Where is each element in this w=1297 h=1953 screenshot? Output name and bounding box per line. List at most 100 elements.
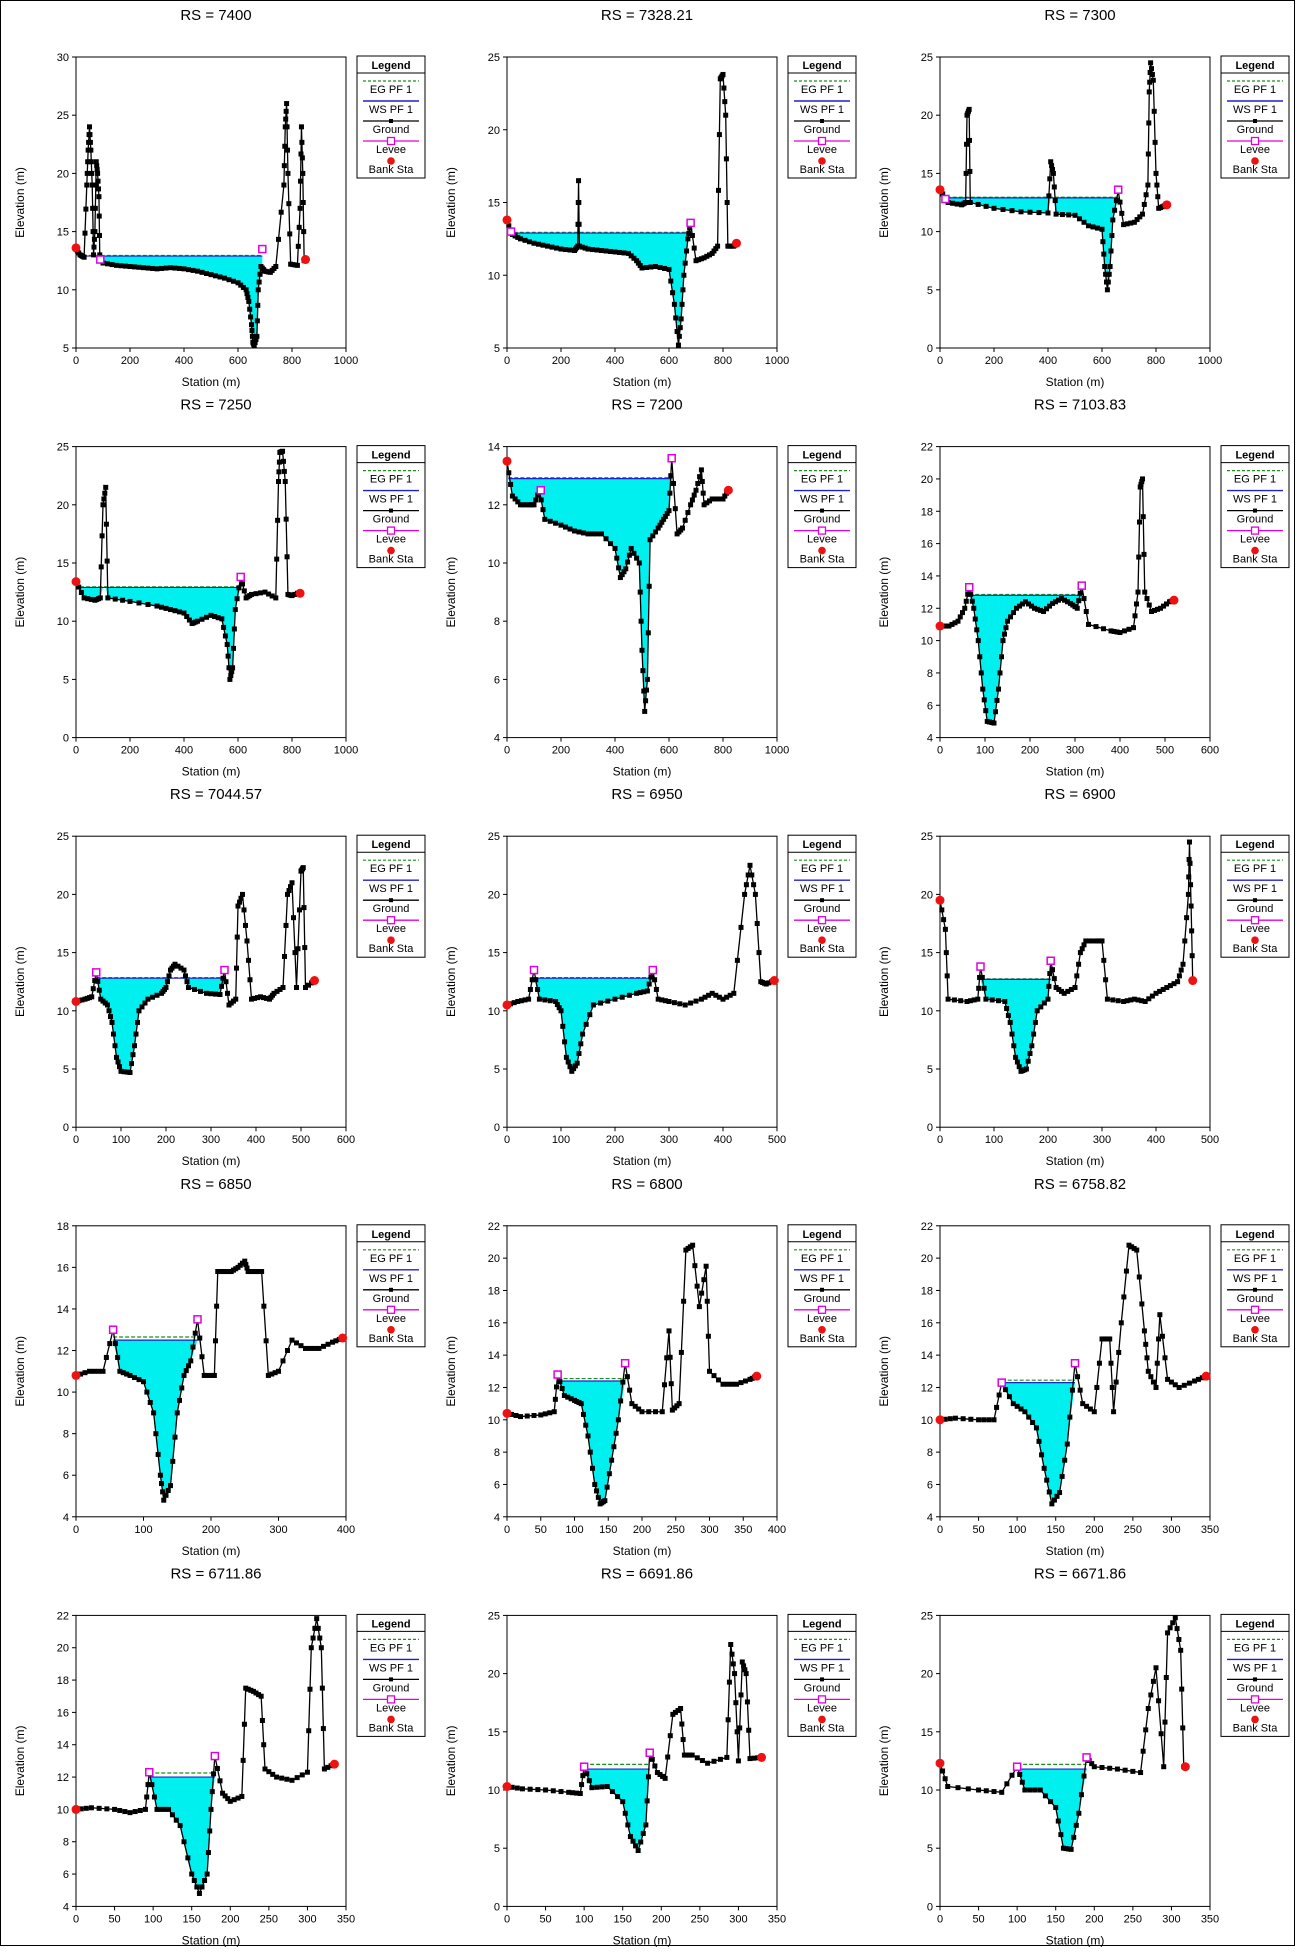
ground-point <box>1145 1368 1151 1374</box>
ground-point <box>975 638 981 644</box>
ground-point <box>645 630 651 636</box>
legend-title: Legend <box>371 1229 410 1241</box>
ground-point <box>186 1363 191 1369</box>
ground-point <box>684 248 690 254</box>
legend-item-label: Bank Sta <box>1233 554 1279 566</box>
ground-point <box>559 1386 565 1392</box>
ground-point <box>112 1806 118 1812</box>
ground-point <box>726 1679 732 1685</box>
ground-point <box>730 1661 736 1667</box>
ground-point <box>576 243 582 249</box>
ground-point <box>1121 222 1127 228</box>
ground-point <box>963 598 969 604</box>
y-tick-label: 20 <box>921 474 933 486</box>
x-tick-label: 500 <box>1201 1134 1219 1146</box>
ground-point <box>1128 997 1134 1003</box>
legend-item-label: Bank Sta <box>800 1722 846 1734</box>
ground-point <box>1158 1731 1164 1737</box>
ground-point <box>279 1775 285 1781</box>
ground-point <box>96 213 102 219</box>
ground-point <box>255 287 261 293</box>
ground-point <box>276 236 281 242</box>
ground-point <box>1149 609 1154 614</box>
ground-point <box>747 862 753 868</box>
x-tick-label: 100 <box>985 1134 1003 1146</box>
ground-point <box>1077 216 1082 222</box>
ground-point <box>115 1059 121 1065</box>
ground-point <box>1113 1379 1119 1385</box>
ground-point <box>237 899 242 905</box>
ground-point <box>558 246 564 252</box>
ground-point <box>1076 598 1082 604</box>
legend-item-label: EG PF 1 <box>1234 863 1276 875</box>
legend-item-label: WS PF 1 <box>369 1662 413 1674</box>
ground-point <box>1050 967 1055 973</box>
ground-point <box>713 496 719 502</box>
ground-point <box>243 287 249 293</box>
ground-point <box>1175 979 1181 985</box>
ground-point <box>127 264 133 270</box>
x-tick-label: 1000 <box>334 745 358 757</box>
ground-point <box>513 1412 519 1418</box>
ground-point <box>522 997 528 1003</box>
ground-point <box>1022 1409 1028 1415</box>
legend-swatch-levee-point <box>1250 526 1260 535</box>
y-tick-label: 20 <box>57 500 69 512</box>
ground-point <box>1136 554 1142 560</box>
y-tick-label: 5 <box>927 285 933 297</box>
ground-point <box>542 1411 548 1417</box>
ground-point <box>233 996 239 1002</box>
ground-point <box>255 302 261 308</box>
ground-point <box>141 1379 146 1385</box>
ground-point <box>172 1434 178 1440</box>
ground-point <box>644 264 649 270</box>
ground-point <box>76 584 82 590</box>
legend-item-label: EG PF 1 <box>370 1642 412 1654</box>
ground-point <box>581 1411 586 1417</box>
ground-point <box>1148 1692 1154 1698</box>
ground-point <box>221 624 227 630</box>
x-tick-label: 50 <box>539 1913 551 1925</box>
ground-point <box>1146 996 1152 1002</box>
ground-point <box>1141 1328 1147 1334</box>
ground-point <box>562 1039 568 1045</box>
ground-point <box>117 1064 122 1070</box>
ground-point <box>136 1008 142 1014</box>
ground-point <box>1093 624 1099 630</box>
ground-point <box>1162 1719 1168 1725</box>
y-tick-label: 14 <box>57 1304 69 1316</box>
y-axis-label: Elevation (m) <box>444 557 458 628</box>
ground-point <box>1137 214 1143 220</box>
ground-point <box>211 1372 217 1378</box>
ground-point <box>284 101 290 107</box>
ground-point <box>1139 1301 1145 1307</box>
ground-point <box>1058 1832 1064 1838</box>
ground-point <box>515 234 521 240</box>
ground-point <box>271 990 277 996</box>
ground-point <box>522 237 528 243</box>
x-tick-label: 400 <box>1111 745 1129 757</box>
ground-point <box>1002 631 1007 637</box>
ground-point <box>1091 1409 1097 1415</box>
ground-point <box>939 907 945 913</box>
ground-point <box>132 264 137 270</box>
ground-point <box>732 1671 738 1677</box>
ground-point <box>1091 1764 1097 1770</box>
ground-point <box>283 516 289 522</box>
ground-point <box>1053 599 1058 605</box>
legend-item-label: Levee <box>376 1702 406 1714</box>
ground-point <box>646 583 652 589</box>
ground-point <box>689 232 695 238</box>
ground-point <box>671 301 677 307</box>
ground-point <box>965 1786 971 1792</box>
ground-point <box>582 245 588 251</box>
ground-point <box>1009 208 1015 214</box>
levee-marker <box>1046 956 1055 965</box>
ground-point <box>105 595 111 601</box>
ground-point <box>289 593 295 599</box>
ground-point <box>994 1404 1000 1410</box>
ground-point <box>147 1399 153 1405</box>
ground-point <box>273 264 279 270</box>
ground-point <box>173 1817 179 1823</box>
